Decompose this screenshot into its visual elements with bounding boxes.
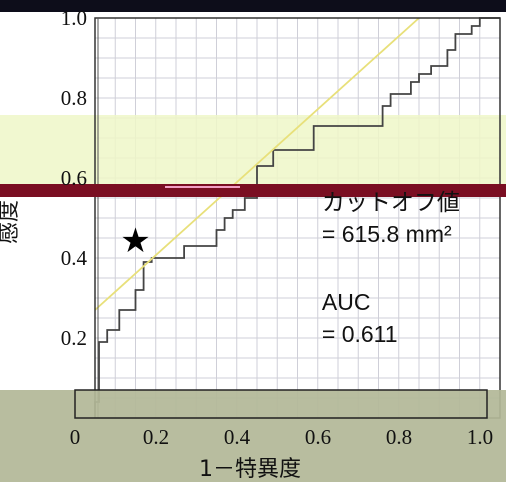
y-tick-label: 0.2 [61,326,87,350]
grid [95,18,500,418]
overlay-bar [0,184,506,197]
cutoff-annotation-line: = 615.8 mm² [322,221,452,247]
plot-lines [94,17,500,418]
y-tick-label: 0.4 [61,246,88,270]
top-bar [0,0,506,12]
x-tick-label: 0.2 [143,425,169,449]
reference-line [94,17,420,311]
y-tick-label: 0.8 [61,86,87,110]
y-tick-label: 1.0 [61,6,87,30]
x-tick-label: 0.4 [224,425,251,449]
x-tick-label: 0.6 [305,425,331,449]
x-tick-label: 0.8 [386,425,412,449]
star-marker: ★ [120,221,150,261]
auc-annotation-line: AUC [322,289,371,315]
roc-curve [94,17,500,418]
highlight-band [0,115,506,185]
y-axis-label: 感度 [0,200,22,244]
axis-strip [74,389,488,419]
x-tick-label: 1.0 [467,425,493,449]
x-tick-label: 0 [70,425,81,449]
cutoff-annotation-line: カットオフ値 [322,189,460,215]
auc-annotation-line: = 0.611 [322,321,398,347]
x-axis-label: 1－特異度 [199,457,301,482]
y-tick-label: 0.6 [61,166,87,190]
bottom-band [0,390,506,482]
